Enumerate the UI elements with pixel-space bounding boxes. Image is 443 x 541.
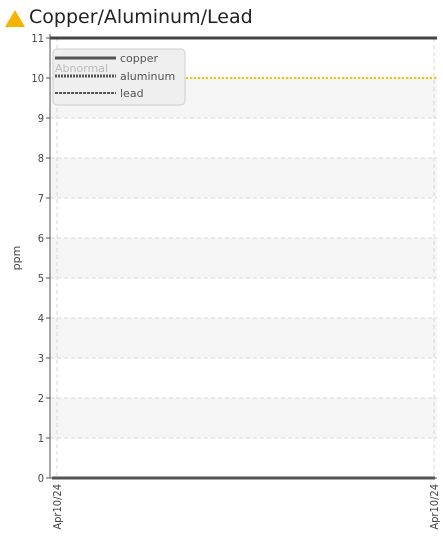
y-tick-label: 6 — [38, 232, 44, 245]
y-tick-label: 3 — [38, 352, 44, 365]
warning-icon — [5, 9, 25, 27]
threshold-label: Abnormal — [55, 62, 108, 75]
legend-label-aluminum: aluminum — [120, 70, 175, 83]
y-tick-label: 5 — [38, 272, 44, 285]
y-axis-label: ppm — [10, 246, 23, 271]
x-tick-label: Apr10/24 — [51, 484, 64, 530]
y-tick-label: 1 — [38, 432, 44, 445]
y-tick-label: 4 — [38, 312, 44, 325]
legend-box — [52, 48, 186, 106]
y-tick-label: 0 — [38, 472, 44, 485]
chart-title: Copper/Aluminum/Lead — [29, 6, 253, 28]
grid-band — [50, 238, 437, 278]
x-tick-label: Apr10/24 — [428, 484, 441, 530]
y-tick-label: 8 — [38, 152, 44, 165]
y-tick-label: 2 — [38, 392, 44, 405]
y-tick-label: 11 — [31, 32, 44, 45]
grid-band — [50, 398, 437, 438]
legend-label-lead: lead — [120, 87, 144, 100]
grid-band — [50, 158, 437, 198]
chart-header: Copper/Aluminum/Lead — [5, 2, 253, 32]
y-tick-label: 7 — [38, 192, 44, 205]
legend-label-copper: copper — [120, 52, 159, 65]
y-tick-label: 9 — [38, 112, 44, 125]
y-tick-label: 10 — [31, 72, 44, 85]
grid-band — [50, 318, 437, 358]
